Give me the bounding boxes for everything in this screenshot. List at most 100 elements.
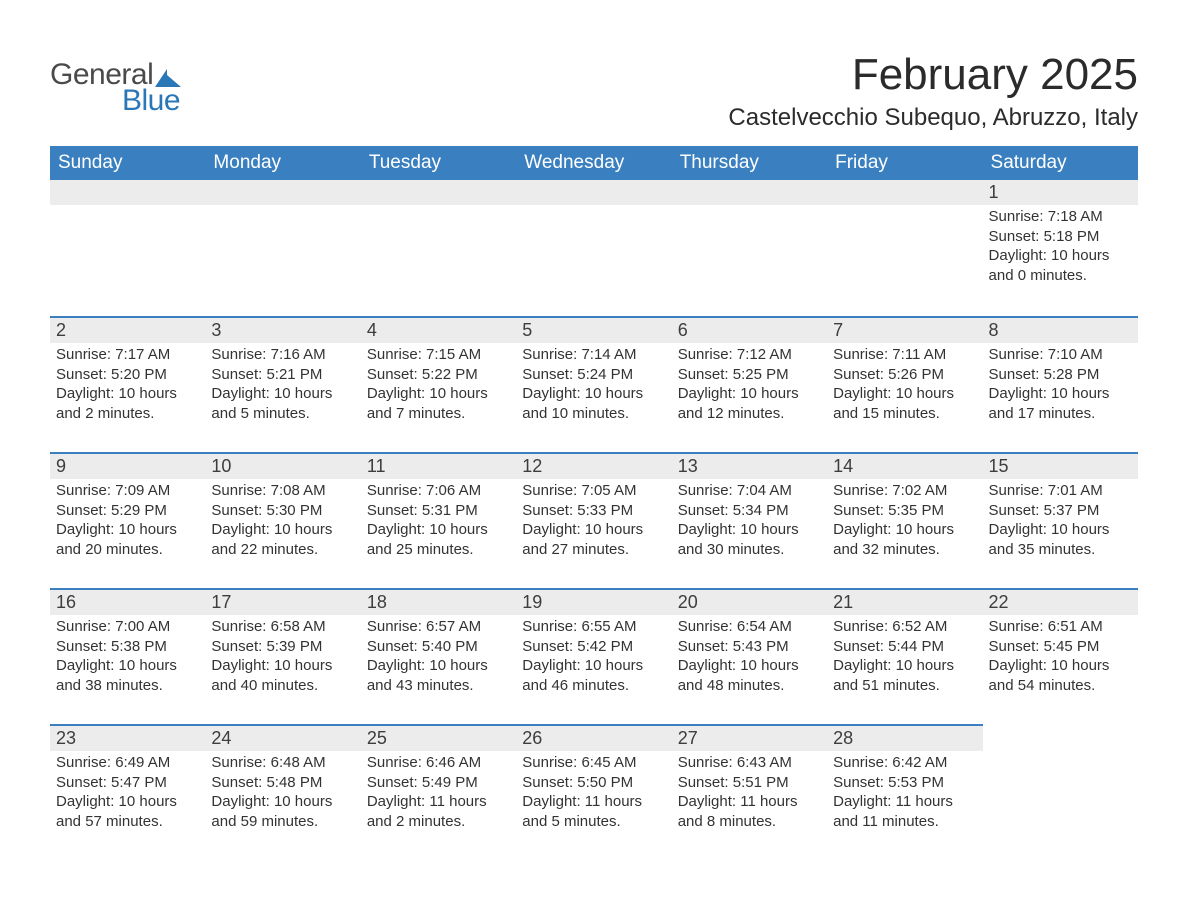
calendar-cell: 26Sunrise: 6:45 AMSunset: 5:50 PMDayligh…	[516, 724, 671, 860]
day-sunset: Sunset: 5:33 PM	[520, 501, 667, 521]
day-details: Sunrise: 6:55 AMSunset: 5:42 PMDaylight:…	[516, 617, 671, 703]
day-number: 5	[516, 316, 671, 343]
day-dl2: and 10 minutes.	[520, 404, 667, 424]
calendar-cell: 8Sunrise: 7:10 AMSunset: 5:28 PMDaylight…	[983, 316, 1138, 452]
calendar-cell: 13Sunrise: 7:04 AMSunset: 5:34 PMDayligh…	[672, 452, 827, 588]
day-sunrise: Sunrise: 6:54 AM	[676, 617, 823, 637]
day-dl1: Daylight: 10 hours	[987, 520, 1134, 540]
day-details: Sunrise: 7:10 AMSunset: 5:28 PMDaylight:…	[983, 345, 1138, 431]
empty-daynum	[827, 180, 982, 205]
calendar-cell: 3Sunrise: 7:16 AMSunset: 5:21 PMDaylight…	[205, 316, 360, 452]
day-sunrise: Sunrise: 7:04 AM	[676, 481, 823, 501]
day-details: Sunrise: 6:54 AMSunset: 5:43 PMDaylight:…	[672, 617, 827, 703]
calendar-week-row: 2Sunrise: 7:17 AMSunset: 5:20 PMDaylight…	[50, 316, 1138, 452]
day-sunrise: Sunrise: 7:06 AM	[365, 481, 512, 501]
day-details: Sunrise: 6:48 AMSunset: 5:48 PMDaylight:…	[205, 753, 360, 839]
day-dl1: Daylight: 10 hours	[987, 384, 1134, 404]
day-dl1: Daylight: 10 hours	[520, 384, 667, 404]
day-number: 23	[50, 724, 205, 751]
day-header: Monday	[205, 146, 360, 180]
calendar-cell: 18Sunrise: 6:57 AMSunset: 5:40 PMDayligh…	[361, 588, 516, 724]
day-details: Sunrise: 6:43 AMSunset: 5:51 PMDaylight:…	[672, 753, 827, 839]
day-number: 4	[361, 316, 516, 343]
day-sunset: Sunset: 5:53 PM	[831, 773, 978, 793]
day-dl1: Daylight: 11 hours	[676, 792, 823, 812]
day-header: Wednesday	[516, 146, 671, 180]
calendar-week-row: 9Sunrise: 7:09 AMSunset: 5:29 PMDaylight…	[50, 452, 1138, 588]
day-dl2: and 25 minutes.	[365, 540, 512, 560]
day-dl2: and 17 minutes.	[987, 404, 1134, 424]
day-dl1: Daylight: 10 hours	[987, 656, 1134, 676]
day-header-row: Sunday Monday Tuesday Wednesday Thursday…	[50, 146, 1138, 180]
day-header: Saturday	[983, 146, 1138, 180]
calendar-cell: 7Sunrise: 7:11 AMSunset: 5:26 PMDaylight…	[827, 316, 982, 452]
day-dl1: Daylight: 11 hours	[365, 792, 512, 812]
day-sunrise: Sunrise: 6:49 AM	[54, 753, 201, 773]
day-dl2: and 48 minutes.	[676, 676, 823, 696]
calendar-cell: 23Sunrise: 6:49 AMSunset: 5:47 PMDayligh…	[50, 724, 205, 860]
day-dl2: and 57 minutes.	[54, 812, 201, 832]
day-dl1: Daylight: 10 hours	[209, 520, 356, 540]
day-sunset: Sunset: 5:44 PM	[831, 637, 978, 657]
day-number: 20	[672, 588, 827, 615]
calendar-cell	[672, 180, 827, 316]
calendar-cell: 4Sunrise: 7:15 AMSunset: 5:22 PMDaylight…	[361, 316, 516, 452]
day-sunrise: Sunrise: 6:57 AM	[365, 617, 512, 637]
day-number: 10	[205, 452, 360, 479]
calendar-cell: 6Sunrise: 7:12 AMSunset: 5:25 PMDaylight…	[672, 316, 827, 452]
day-details: Sunrise: 7:02 AMSunset: 5:35 PMDaylight:…	[827, 481, 982, 567]
day-sunrise: Sunrise: 7:05 AM	[520, 481, 667, 501]
calendar-cell: 15Sunrise: 7:01 AMSunset: 5:37 PMDayligh…	[983, 452, 1138, 588]
day-dl1: Daylight: 10 hours	[831, 520, 978, 540]
calendar-cell: 14Sunrise: 7:02 AMSunset: 5:35 PMDayligh…	[827, 452, 982, 588]
day-details: Sunrise: 7:09 AMSunset: 5:29 PMDaylight:…	[50, 481, 205, 567]
empty-daynum	[50, 180, 205, 205]
day-number: 16	[50, 588, 205, 615]
day-sunset: Sunset: 5:28 PM	[987, 365, 1134, 385]
brand-triangle-icon	[155, 67, 181, 87]
day-details: Sunrise: 6:45 AMSunset: 5:50 PMDaylight:…	[516, 753, 671, 839]
day-sunset: Sunset: 5:29 PM	[54, 501, 201, 521]
day-details: Sunrise: 7:18 AMSunset: 5:18 PMDaylight:…	[983, 207, 1138, 293]
day-sunset: Sunset: 5:45 PM	[987, 637, 1134, 657]
calendar-cell: 19Sunrise: 6:55 AMSunset: 5:42 PMDayligh…	[516, 588, 671, 724]
day-sunset: Sunset: 5:40 PM	[365, 637, 512, 657]
day-sunrise: Sunrise: 7:01 AM	[987, 481, 1134, 501]
day-dl2: and 2 minutes.	[54, 404, 201, 424]
calendar-cell: 24Sunrise: 6:48 AMSunset: 5:48 PMDayligh…	[205, 724, 360, 860]
day-dl2: and 0 minutes.	[987, 266, 1134, 286]
day-number: 21	[827, 588, 982, 615]
day-details: Sunrise: 7:05 AMSunset: 5:33 PMDaylight:…	[516, 481, 671, 567]
day-number: 11	[361, 452, 516, 479]
calendar-cell: 27Sunrise: 6:43 AMSunset: 5:51 PMDayligh…	[672, 724, 827, 860]
day-number: 9	[50, 452, 205, 479]
day-sunrise: Sunrise: 7:15 AM	[365, 345, 512, 365]
day-dl2: and 38 minutes.	[54, 676, 201, 696]
day-sunrise: Sunrise: 7:16 AM	[209, 345, 356, 365]
day-sunrise: Sunrise: 7:17 AM	[54, 345, 201, 365]
day-sunrise: Sunrise: 6:48 AM	[209, 753, 356, 773]
day-number: 12	[516, 452, 671, 479]
day-header: Sunday	[50, 146, 205, 180]
calendar-cell	[827, 180, 982, 316]
day-sunset: Sunset: 5:24 PM	[520, 365, 667, 385]
day-dl1: Daylight: 10 hours	[54, 520, 201, 540]
day-dl1: Daylight: 10 hours	[987, 246, 1134, 266]
day-dl1: Daylight: 10 hours	[209, 792, 356, 812]
day-details: Sunrise: 7:15 AMSunset: 5:22 PMDaylight:…	[361, 345, 516, 431]
day-details: Sunrise: 7:08 AMSunset: 5:30 PMDaylight:…	[205, 481, 360, 567]
day-details: Sunrise: 6:57 AMSunset: 5:40 PMDaylight:…	[361, 617, 516, 703]
calendar-cell	[516, 180, 671, 316]
day-dl1: Daylight: 10 hours	[520, 520, 667, 540]
day-number: 8	[983, 316, 1138, 343]
empty-daynum	[516, 180, 671, 205]
calendar-week-row: 1Sunrise: 7:18 AMSunset: 5:18 PMDaylight…	[50, 180, 1138, 316]
day-sunset: Sunset: 5:35 PM	[831, 501, 978, 521]
day-header: Tuesday	[361, 146, 516, 180]
calendar-cell: 1Sunrise: 7:18 AMSunset: 5:18 PMDaylight…	[983, 180, 1138, 316]
day-number: 18	[361, 588, 516, 615]
day-details: Sunrise: 7:06 AMSunset: 5:31 PMDaylight:…	[361, 481, 516, 567]
day-details: Sunrise: 6:52 AMSunset: 5:44 PMDaylight:…	[827, 617, 982, 703]
day-details: Sunrise: 6:51 AMSunset: 5:45 PMDaylight:…	[983, 617, 1138, 703]
day-sunrise: Sunrise: 6:55 AM	[520, 617, 667, 637]
